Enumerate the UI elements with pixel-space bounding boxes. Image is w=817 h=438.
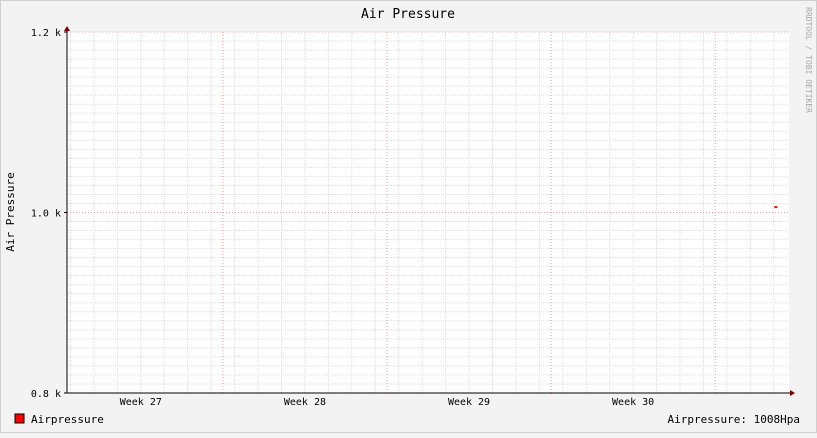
y-tick-label: 0.8 k	[31, 389, 61, 400]
axes	[64, 26, 795, 396]
x-tick-label: Week 27	[120, 397, 162, 408]
chart-title: Air Pressure	[361, 7, 455, 22]
y-axis-label: Air Pressure	[4, 172, 17, 251]
y-tick-label: 1.0 k	[31, 209, 61, 220]
data-point	[774, 206, 778, 209]
legend-label: Airpressure	[31, 413, 104, 426]
y-tick-label: 1.2 k	[31, 28, 61, 39]
x-tick-label: Week 29	[448, 397, 490, 408]
y-axis-arrow-icon	[64, 26, 70, 31]
x-tick-label: Week 30	[612, 397, 654, 408]
watermark-text: RRDTOOL / TOBI OETIKER	[804, 7, 813, 113]
x-tick-label: Week 28	[284, 397, 326, 408]
legend-swatch	[14, 413, 25, 424]
current-value-readout: Airpressure: 1008Hpa	[668, 413, 800, 426]
major-grid	[67, 31, 789, 393]
x-axis-arrow-icon	[790, 390, 795, 396]
series-layer	[774, 206, 778, 209]
x-tick-labels: Week 27 Week 28 Week 29 Week 30	[120, 397, 654, 408]
